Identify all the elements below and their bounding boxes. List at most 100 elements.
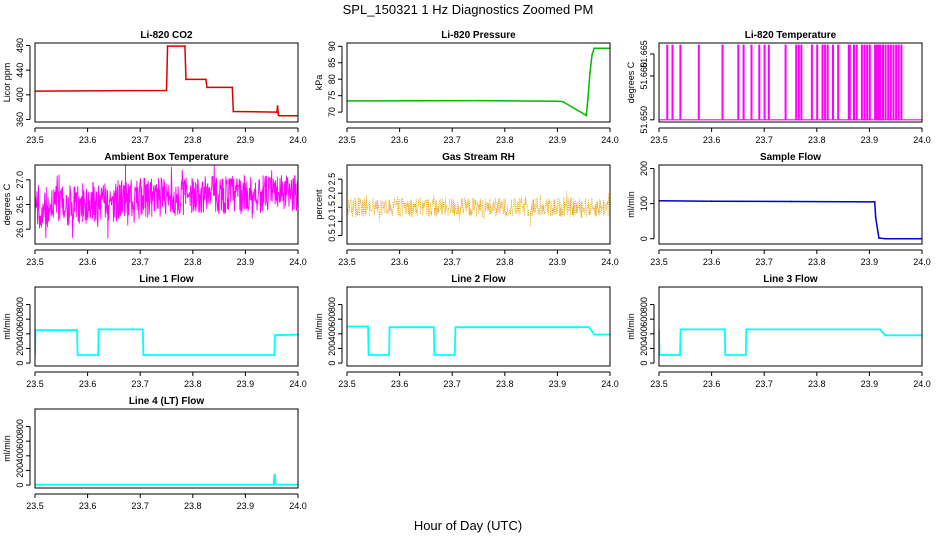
plot-area [659,328,922,356]
data-point [745,328,748,331]
y-tick-label: 75 [327,91,337,101]
data-point [165,89,168,92]
data-point [205,78,207,81]
data-point [679,328,682,331]
panel-rh: Gas Stream RH percent 23.5 23.6 23.7 23.8 23.9… [314,152,619,267]
data-point [593,333,596,336]
x-tick-label: 23.9 [549,257,567,267]
panel-title: Line 4 (LT) Flow [129,396,205,407]
y-tick-label: 0 [15,483,25,488]
figure-x-label: Hour of Day (UTC) [413,518,523,533]
panel-title: Li-820 Temperature [745,30,837,41]
data-point [556,100,559,103]
x-axis: 23.5 23.6 23.7 23.8 23.9 24.0 [650,371,931,389]
x-tick-label: 23.8 [496,257,514,267]
y-tick-label: 400 [15,448,25,463]
y-axis-label: kPa [314,75,324,91]
x-tick-label: 23.6 [391,257,409,267]
y-axis: 70 75 80 85 90 [327,41,343,117]
y-tick-label: 85 [327,58,337,68]
x-tick-label: 23.5 [650,379,668,389]
x-tick-label: 23.5 [26,135,44,145]
data-point [561,100,564,103]
data-point [274,473,276,476]
x-tick-label: 23.5 [26,257,44,267]
y-axis-label: degrees C [2,183,12,225]
y-tick-label: 80 [327,74,337,84]
y-axis-label: ml/min [314,313,324,340]
x-tick-label: 23.8 [184,501,202,511]
y-tick-label: 600 [327,312,337,327]
data-series-line [347,325,610,356]
data-point [432,326,435,329]
x-axis: 23.5 23.6 23.7 23.8 23.9 24.0 [650,127,931,145]
y-tick-label: 1.5 [327,201,337,214]
panel-title: Li-820 CO2 [140,30,193,41]
x-tick-label: 23.9 [861,135,879,145]
x-tick-label: 23.8 [808,257,826,267]
y-tick-label: 400 [15,87,25,102]
plot-frame [34,164,299,245]
panel-title: Line 3 Flow [763,274,818,285]
x-tick-label: 23.7 [131,379,149,389]
x-tick-label: 23.6 [79,135,97,145]
x-tick-label: 23.5 [338,135,356,145]
data-series-line [35,328,298,356]
data-point [388,354,390,356]
plot-frame [34,408,299,489]
x-axis: 23.5 23.6 23.7 23.8 23.9 24.0 [26,371,307,389]
plot-frame [346,42,611,123]
x-tick-label: 23.6 [79,379,97,389]
data-point [874,216,877,219]
data-point [723,328,726,331]
x-tick-label: 24.0 [913,257,931,267]
x-tick-label: 23.5 [650,135,668,145]
x-tick-label: 24.0 [289,135,307,145]
panel-line3: Line 3 Flow ml/min 23.5 23.6 23.7 23.8 23.9 24.… [626,274,931,389]
x-tick-label: 23.9 [549,135,567,145]
x-tick-label: 23.8 [184,135,202,145]
x-tick-label: 23.9 [861,379,879,389]
data-point [231,86,234,89]
data-point [873,201,876,203]
y-tick-label: 800 [15,297,25,312]
x-tick-label: 23.6 [703,257,721,267]
data-point [477,99,480,102]
y-tick-label: 0 [15,361,25,366]
y-tick-label: 200 [639,161,649,176]
x-tick-label: 23.9 [861,257,879,267]
data-series-line [659,44,922,121]
x-tick-label: 24.0 [913,135,931,145]
plot-frame [658,42,923,123]
y-tick-label: 800 [639,297,649,312]
panel-title: Line 1 Flow [139,274,194,285]
data-point [76,329,78,332]
data-point [274,482,277,485]
y-tick-label: 51.665 [639,40,649,68]
x-axis: 23.5 23.6 23.7 23.8 23.9 24.0 [338,371,619,389]
figure-title: SPL_150321 1 Hz Diagnostics Zoomed PM [342,2,594,17]
plot-frame [346,164,611,245]
y-tick-label: 480 [15,38,25,53]
plot-frame [346,286,611,367]
plot-frame [34,286,299,367]
x-tick-label: 23.5 [338,257,356,267]
x-tick-label: 23.9 [237,501,255,511]
y-tick-label: 800 [327,297,337,312]
data-point [587,98,589,100]
data-point [884,334,887,337]
y-tick-label: 600 [15,312,25,327]
x-axis: 23.5 23.6 23.7 23.8 23.9 24.0 [26,127,307,145]
x-tick-label: 23.9 [549,379,567,389]
x-axis: 23.5 23.6 23.7 23.8 23.9 24.0 [26,249,307,267]
y-tick-label: 1.0 [327,215,337,228]
plot-frame [658,164,923,245]
y-axis-label: degrees C [626,61,636,103]
data-point [679,354,681,356]
x-tick-label: 23.6 [703,135,721,145]
